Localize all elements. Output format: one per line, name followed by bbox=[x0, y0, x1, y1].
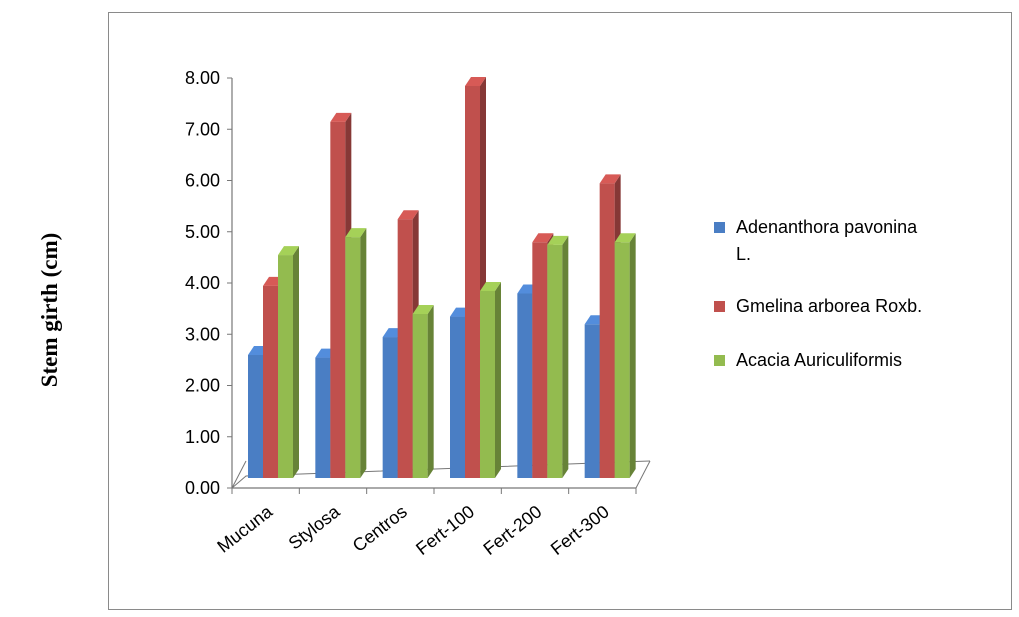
floor-right-edge bbox=[635, 460, 651, 489]
y-tick-label: 7.00 bbox=[185, 119, 220, 139]
bar bbox=[547, 244, 563, 478]
bar bbox=[450, 316, 465, 478]
chart-frame bbox=[108, 12, 1012, 610]
y-tick-label: 6.00 bbox=[185, 171, 220, 191]
bar bbox=[263, 285, 278, 478]
bar-side bbox=[629, 233, 636, 478]
y-tick-label: 3.00 bbox=[185, 324, 220, 344]
y-tick-label: 1.00 bbox=[185, 427, 220, 447]
x-tick-label: Mucuna bbox=[213, 501, 277, 557]
bar bbox=[517, 293, 533, 478]
legend-label: Acacia Auriculiformis bbox=[736, 350, 902, 370]
legend-swatch bbox=[714, 301, 725, 312]
bar-top bbox=[480, 281, 501, 291]
bar-side bbox=[427, 305, 434, 478]
bar bbox=[465, 85, 480, 478]
bar-side bbox=[293, 246, 299, 478]
bar bbox=[248, 355, 263, 478]
y-tick-label: 5.00 bbox=[185, 222, 220, 242]
bar bbox=[278, 255, 293, 478]
x-tick-label: Fert-100 bbox=[412, 501, 478, 559]
bar bbox=[480, 290, 495, 478]
bar bbox=[330, 121, 346, 478]
y-tick-label: 4.00 bbox=[185, 273, 220, 293]
x-tick-label: Centros bbox=[349, 501, 411, 556]
floor-back-edge bbox=[231, 460, 651, 489]
bar bbox=[532, 242, 548, 478]
bar-side bbox=[360, 228, 367, 478]
bar bbox=[614, 242, 630, 478]
bar bbox=[315, 357, 331, 478]
legend-label: Adenanthora pavonina bbox=[736, 217, 918, 237]
bar-top bbox=[532, 233, 554, 243]
bar bbox=[382, 337, 398, 478]
bar bbox=[412, 314, 428, 478]
bar-top bbox=[278, 246, 299, 256]
bar-top bbox=[599, 174, 621, 184]
bar bbox=[599, 183, 615, 478]
bar-top bbox=[465, 76, 486, 86]
bar-top bbox=[547, 235, 569, 245]
legend-label: Gmelina arborea Roxb. bbox=[736, 296, 922, 316]
bar bbox=[345, 237, 361, 478]
bar-side bbox=[562, 235, 569, 478]
x-tick-label: Fert-300 bbox=[547, 501, 613, 559]
bar-side bbox=[495, 281, 501, 478]
floor-left-edge bbox=[231, 460, 247, 489]
bar bbox=[584, 324, 600, 478]
legend-swatch bbox=[714, 355, 725, 366]
bar-top bbox=[345, 228, 367, 238]
bar-top bbox=[614, 233, 636, 243]
x-tick-label: Fert-200 bbox=[480, 501, 546, 559]
legend-label: L. bbox=[736, 244, 751, 264]
bar bbox=[397, 219, 413, 478]
bar-top bbox=[330, 112, 352, 122]
y-tick-label: 8.00 bbox=[185, 68, 220, 88]
bar-top bbox=[397, 210, 419, 220]
y-tick-label: 0.00 bbox=[185, 478, 220, 498]
bar-top bbox=[412, 305, 434, 314]
legend-swatch bbox=[714, 222, 725, 233]
y-tick-label: 2.00 bbox=[185, 376, 220, 396]
x-tick-label: Stylosa bbox=[285, 501, 345, 554]
